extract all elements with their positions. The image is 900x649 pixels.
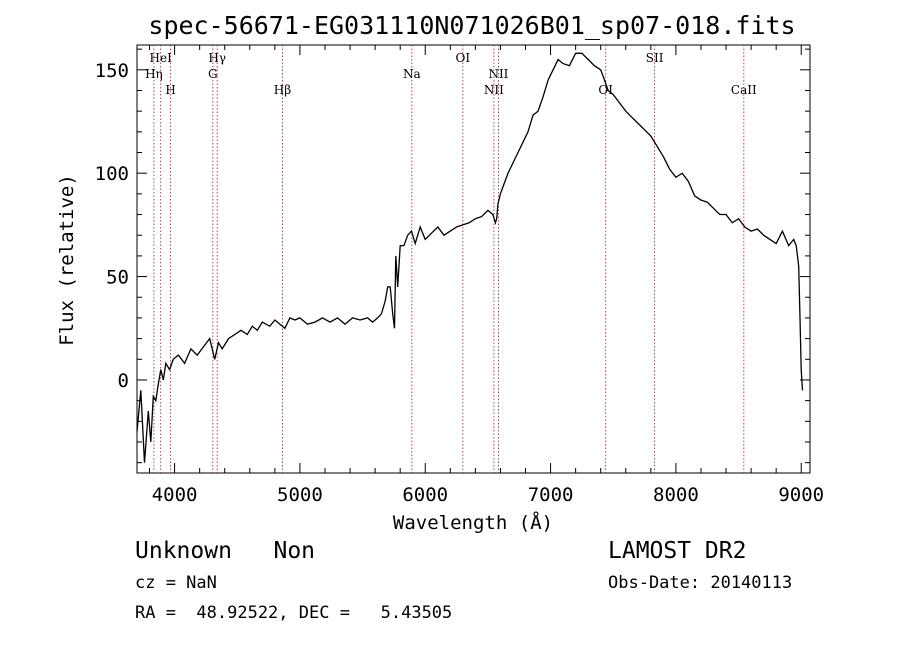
line-marker-label: CaII	[731, 83, 757, 97]
classification-label: Unknown Non	[135, 538, 316, 564]
line-marker-label: Hγ	[208, 51, 226, 65]
redshift-label: cz = NaN	[135, 573, 217, 593]
chart-title: spec-56671-EG031110N071026B01_sp07-018.f…	[148, 11, 795, 40]
line-marker-label: HeI	[150, 51, 173, 65]
x-tick-label: 6000	[402, 484, 448, 506]
line-marker-label: OI	[598, 83, 613, 97]
line-marker-label: NII	[488, 67, 508, 81]
plot-frame	[136, 44, 811, 474]
x-tick-label: 7000	[528, 484, 574, 506]
line-marker-label: G	[208, 67, 218, 81]
y-tick-label: 50	[106, 267, 129, 289]
y-axis-label: Flux (relative)	[56, 174, 78, 346]
line-marker-label: H	[165, 83, 175, 97]
line-marker-label: Hβ	[274, 83, 291, 97]
x-axis-label: Wavelength (Å)	[393, 511, 553, 534]
survey-label: LAMOST DR2	[608, 538, 747, 564]
line-marker-label: SII	[646, 51, 664, 65]
y-tick-label: 100	[95, 163, 129, 185]
y-tick-label: 150	[95, 60, 129, 82]
coordinates-label: RA = 48.92522, DEC = 5.43505	[135, 603, 453, 623]
spectrum-line	[136, 52, 804, 463]
y-tick-label: 0	[118, 370, 129, 392]
x-tick-label: 9000	[778, 484, 824, 506]
line-marker-label: NII	[484, 83, 504, 97]
x-tick-label: 4000	[152, 484, 198, 506]
line-marker-label: OI	[456, 51, 471, 65]
x-tick-label: 5000	[277, 484, 323, 506]
line-marker-label: Na	[403, 67, 421, 81]
obs-date-label: Obs-Date: 20140113	[608, 573, 793, 593]
x-tick-label: 8000	[653, 484, 699, 506]
axis-ticks: 4000 5000 6000 7000 8000 9000 0 50 100 150	[95, 45, 824, 506]
line-marker-label: Hη	[145, 67, 163, 81]
emission-line-markers: Hη HeI H Hγ G Hβ Na OI NII NII OI SII CaII	[145, 45, 757, 473]
